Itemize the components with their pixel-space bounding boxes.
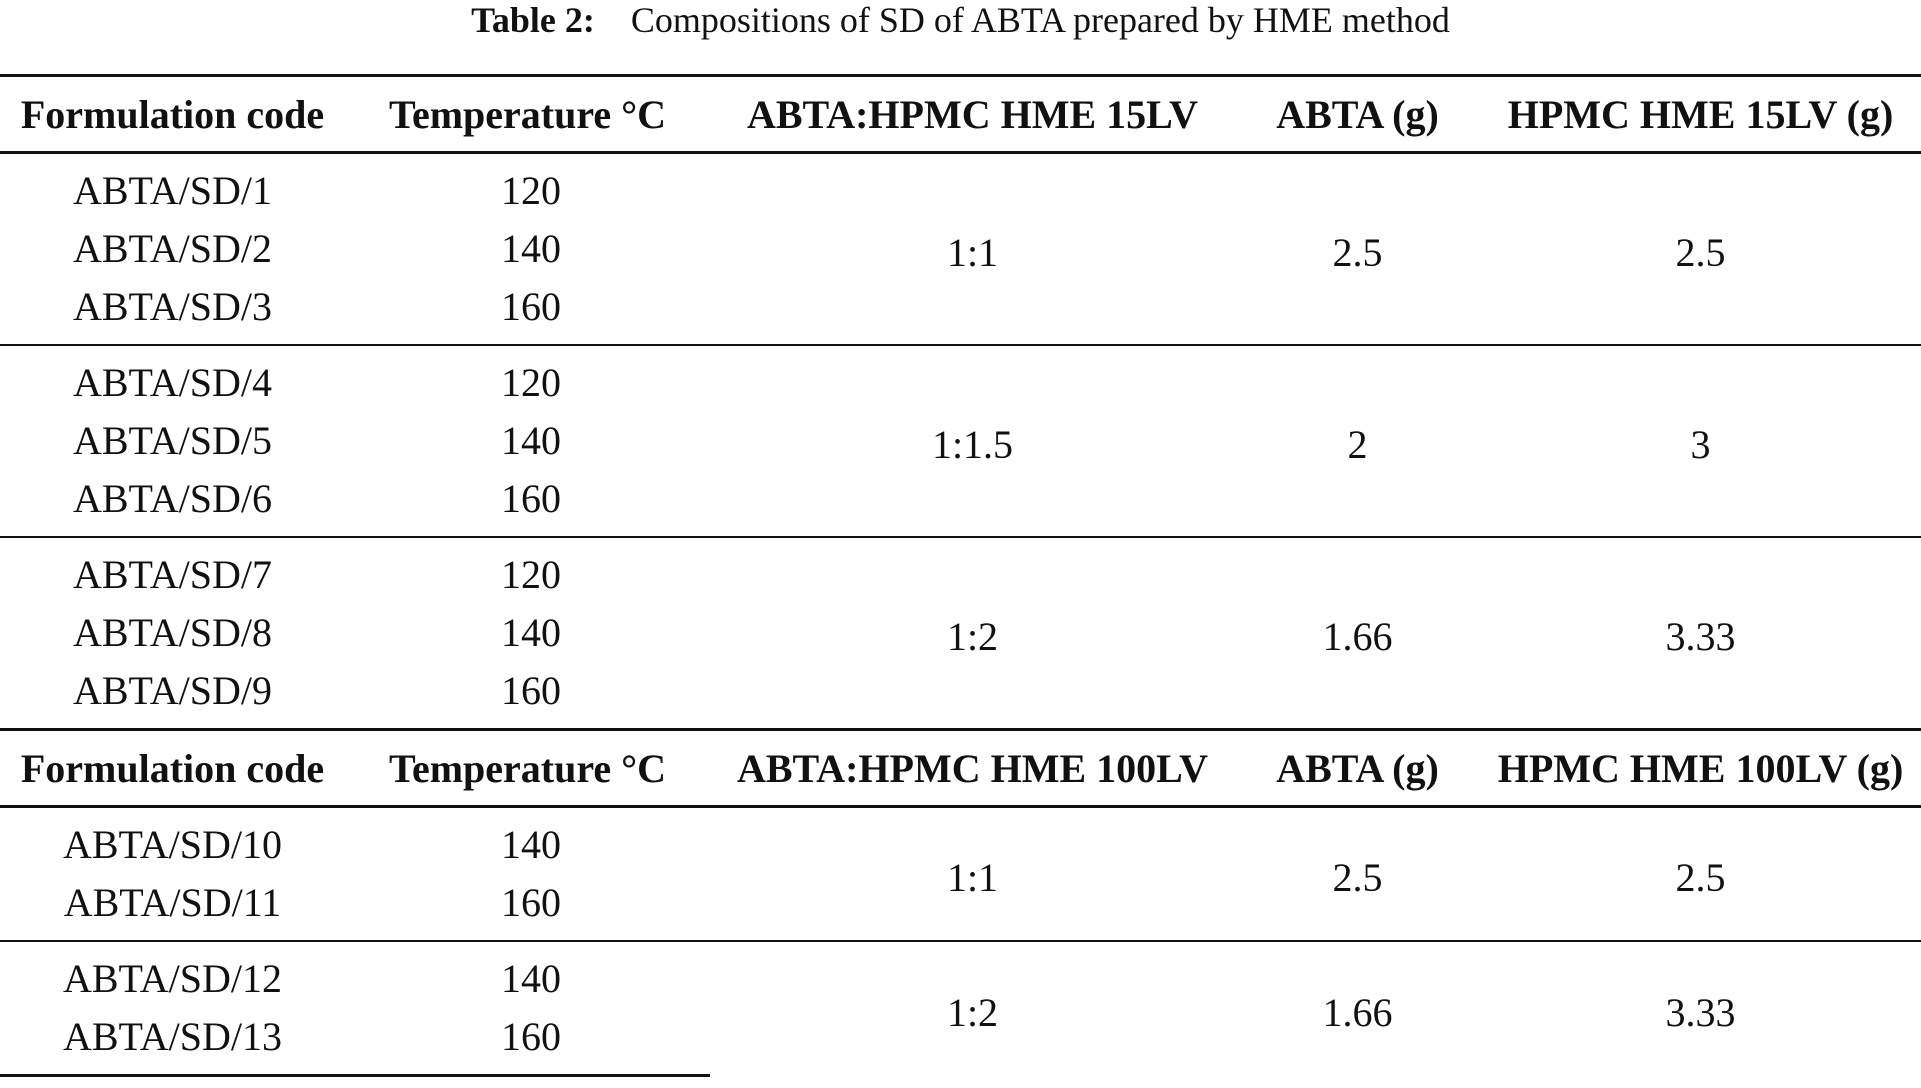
table-row: ABTA/SD/8 140: [0, 604, 1921, 662]
abta-mass-cell: 2: [1235, 344, 1480, 537]
hpmc-mass-cell: 3.33: [1480, 940, 1921, 1076]
header-temperature: Temperature °C: [345, 74, 710, 154]
header-hpmc-g: HPMC HME 15LV (g): [1480, 74, 1921, 154]
hpmc-mass-cell: 3.33: [1480, 536, 1921, 730]
temperature-cell: 160: [501, 284, 561, 329]
formulation-code-cell: ABTA/SD/4: [0, 344, 345, 412]
abta-mass-cell: 1.66: [1235, 940, 1480, 1076]
temperature-cell: 140: [501, 226, 561, 271]
temperature-cell: 160: [501, 668, 561, 713]
formulation-code-cell: ABTA/SD/1: [72, 168, 273, 213]
header-hpmc-g: HPMC HME 100LV (g): [1480, 728, 1921, 808]
formulation-code-cell: ABTA/SD/3: [72, 284, 273, 329]
abta-mass-cell: 1.66: [1235, 536, 1480, 730]
caption-label: Table 2:: [471, 0, 595, 40]
temperature-cell: 140: [501, 418, 561, 463]
table-row: ABTA/SD/11 160: [0, 874, 1921, 941]
hpmc-mass-cell: 2.5: [1675, 230, 1726, 275]
formulation-code-cell: ABTA/SD/6: [72, 476, 273, 521]
formulation-code-cell: ABTA/SD/5: [72, 418, 273, 463]
ratio-cell: 1:1: [946, 230, 999, 275]
table-row: ABTA/SD/2 140: [0, 220, 1921, 278]
table-row: ABTA/SD/9 160: [0, 662, 1921, 730]
table-row: ABTA/SD/12 140 1:2 1.66 3.33: [0, 940, 1921, 1076]
table-row: ABTA/SD/6 160: [0, 470, 1921, 537]
ratio-cell: 1:2: [710, 940, 1235, 1076]
table-row: ABTA/SD/10 140 1:1 2.5 2.5: [0, 807, 1921, 900]
temperature-cell: 140: [501, 822, 561, 867]
formulation-code-cell: ABTA/SD/9: [72, 668, 273, 713]
header-ratio: ABTA:HPMC HME 100LV: [710, 728, 1235, 808]
temperature-cell: 140: [501, 610, 561, 655]
temperature-cell: 160: [501, 476, 561, 521]
temperature-cell: 160: [501, 880, 561, 925]
ratio-cell: 1:1: [946, 855, 999, 900]
temperature-cell: 140: [345, 940, 710, 1008]
table-row: ABTA/SD/7 120 1:2 1.66 3.33: [0, 536, 1921, 730]
abta-mass-cell: 2.5: [1332, 230, 1383, 275]
abta-mass-cell: 2.5: [1332, 855, 1383, 900]
compositions-table: Formulation code Temperature °C ABTA:HPM…: [0, 74, 1921, 1077]
formulation-code-cell: ABTA/SD/11: [63, 880, 282, 925]
formulation-code-cell: ABTA/SD/12: [0, 940, 345, 1008]
header-row-15lv: Formulation code Temperature °C ABTA:HPM…: [0, 74, 1921, 154]
formulation-code-cell: ABTA/SD/2: [72, 226, 273, 271]
formulation-code-cell: ABTA/SD/8: [72, 610, 273, 655]
ratio-cell: 1:1.5: [710, 344, 1235, 537]
temperature-cell: 160: [345, 1008, 710, 1077]
table-row: ABTA/SD/5 140: [0, 412, 1921, 470]
table-row: ABTA/SD/3 160: [0, 278, 1921, 345]
header-row-100lv: Formulation code Temperature °C ABTA:HPM…: [0, 728, 1921, 808]
formulation-code-cell: ABTA/SD/7: [0, 536, 345, 604]
header-formulation-code: Formulation code: [0, 74, 345, 154]
table-caption: Table 2: Compositions of SD of ABTA prep…: [0, 0, 1921, 40]
hpmc-mass-cell: 3: [1480, 344, 1921, 537]
header-ratio: ABTA:HPMC HME 15LV: [710, 74, 1235, 154]
header-temperature: Temperature °C: [345, 728, 710, 808]
header-abta-g: ABTA (g): [1235, 728, 1480, 808]
formulation-code-cell: ABTA/SD/13: [0, 1008, 345, 1077]
header-abta-g: ABTA (g): [1235, 74, 1480, 154]
temperature-cell: 120: [501, 168, 561, 213]
formulation-code-cell: ABTA/SD/10: [62, 822, 283, 867]
temperature-cell: 120: [345, 536, 710, 604]
caption-text: Compositions of SD of ABTA prepared by H…: [630, 0, 1450, 40]
caption-spacer: [604, 0, 622, 40]
table-row: ABTA/SD/4 120 1:1.5 2 3: [0, 344, 1921, 537]
hpmc-mass-cell: 2.5: [1675, 855, 1726, 900]
header-formulation-code: Formulation code: [0, 728, 345, 808]
table-row: ABTA/SD/1 120 1:1 2.5 2.5: [0, 153, 1921, 275]
ratio-cell: 1:2: [710, 536, 1235, 730]
temperature-cell: 120: [345, 344, 710, 412]
table-row: ABTA/SD/13 160: [0, 1008, 1921, 1077]
